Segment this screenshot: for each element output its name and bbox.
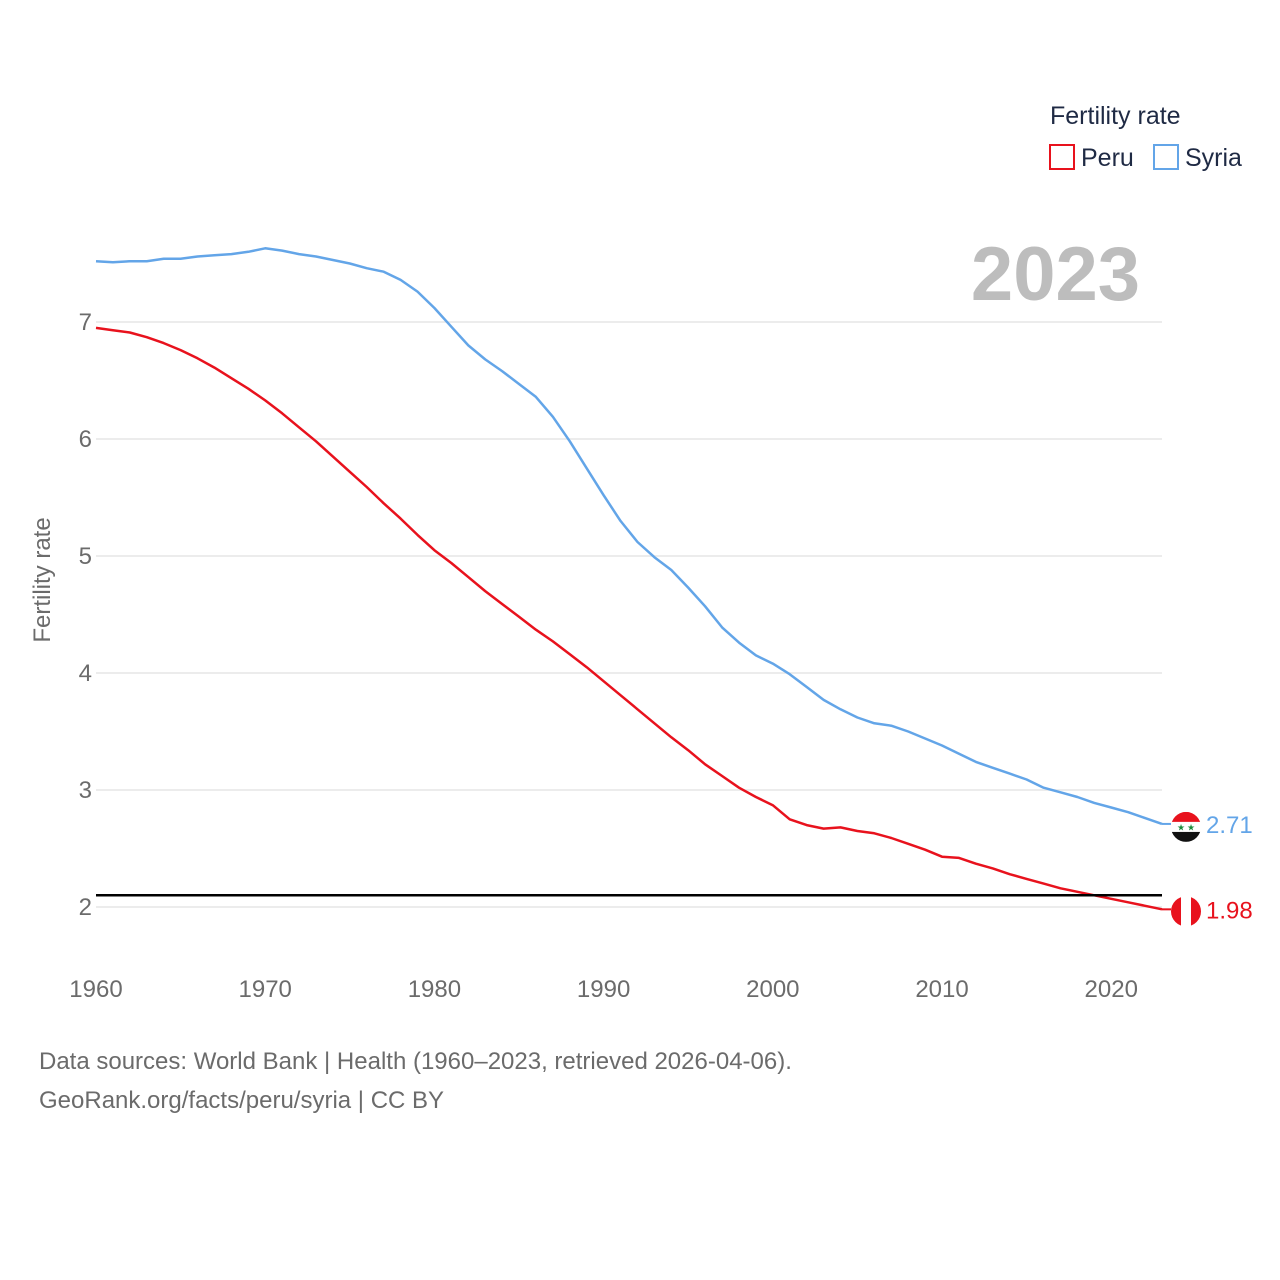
y-axis-label: Fertility rate [29, 517, 56, 642]
x-tick-label: 1980 [408, 976, 461, 1003]
y-tick-label: 7 [79, 309, 92, 336]
syria-flag-icon: ★ ★ [1171, 811, 1201, 842]
end-markers: 1.98★ ★ 2.71 [1162, 811, 1253, 927]
legend-item-syria[interactable]: Syria [1153, 144, 1242, 172]
attribution-link[interactable]: GeoRank.org/facts/peru/syria | CC BY [39, 1087, 445, 1114]
legend-item-peru[interactable]: Peru [1049, 144, 1134, 172]
legend-swatch [1049, 144, 1075, 170]
legend-title: Fertility rate [1050, 102, 1181, 130]
end-value-label-peru: 1.98 [1206, 897, 1253, 924]
legend-label: Peru [1081, 144, 1134, 172]
year-watermark: 2023 [971, 232, 1140, 317]
x-tick-label: 2020 [1085, 976, 1138, 1003]
end-value-label-syria: 2.71 [1206, 812, 1253, 839]
svg-text:★: ★ [1177, 823, 1185, 833]
y-tick-label: 3 [79, 777, 92, 804]
x-tick-label: 1960 [69, 976, 122, 1003]
data-source-note: Data sources: World Bank | Health (1960–… [39, 1048, 792, 1075]
legend-label: Syria [1185, 144, 1242, 172]
series-lines [95, 247, 1163, 911]
x-tick-label: 2000 [746, 976, 799, 1003]
svg-text:★: ★ [1187, 823, 1195, 833]
x-tick-label: 1970 [239, 976, 292, 1003]
y-tick-label: 2 [79, 894, 92, 921]
y-tick-label: 5 [79, 543, 92, 570]
y-tick-label: 4 [79, 660, 92, 687]
x-tick-label: 2010 [915, 976, 968, 1003]
peru-flag-icon [1171, 896, 1201, 927]
series-line-peru [95, 326, 1163, 911]
legend[interactable]: Fertility rate Peru Syria [1049, 102, 1242, 172]
x-tick-label: 1990 [577, 976, 630, 1003]
footer: Data sources: World Bank | Health (1960–… [39, 1042, 792, 1120]
y-tick-label: 6 [79, 426, 92, 453]
x-axis-ticks: 1960 1970 1980 1990 2000 2010 2020 [69, 976, 1138, 1003]
legend-swatch [1153, 144, 1179, 170]
gridlines [96, 321, 1162, 908]
series-line-syria [95, 247, 1163, 826]
y-axis-ticks: 2 3 4 5 6 7 [79, 309, 92, 921]
